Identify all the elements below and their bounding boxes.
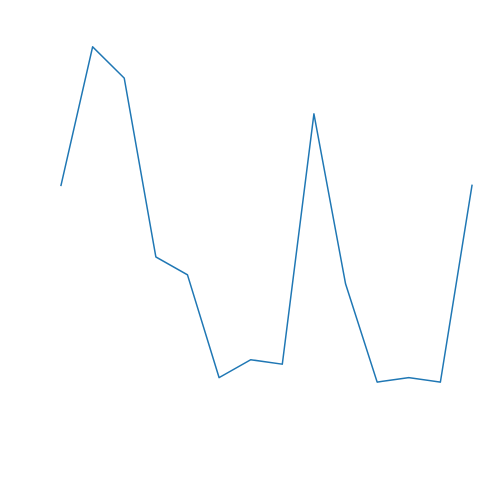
plot-area xyxy=(60,46,473,383)
series-line-0 xyxy=(60,46,473,383)
